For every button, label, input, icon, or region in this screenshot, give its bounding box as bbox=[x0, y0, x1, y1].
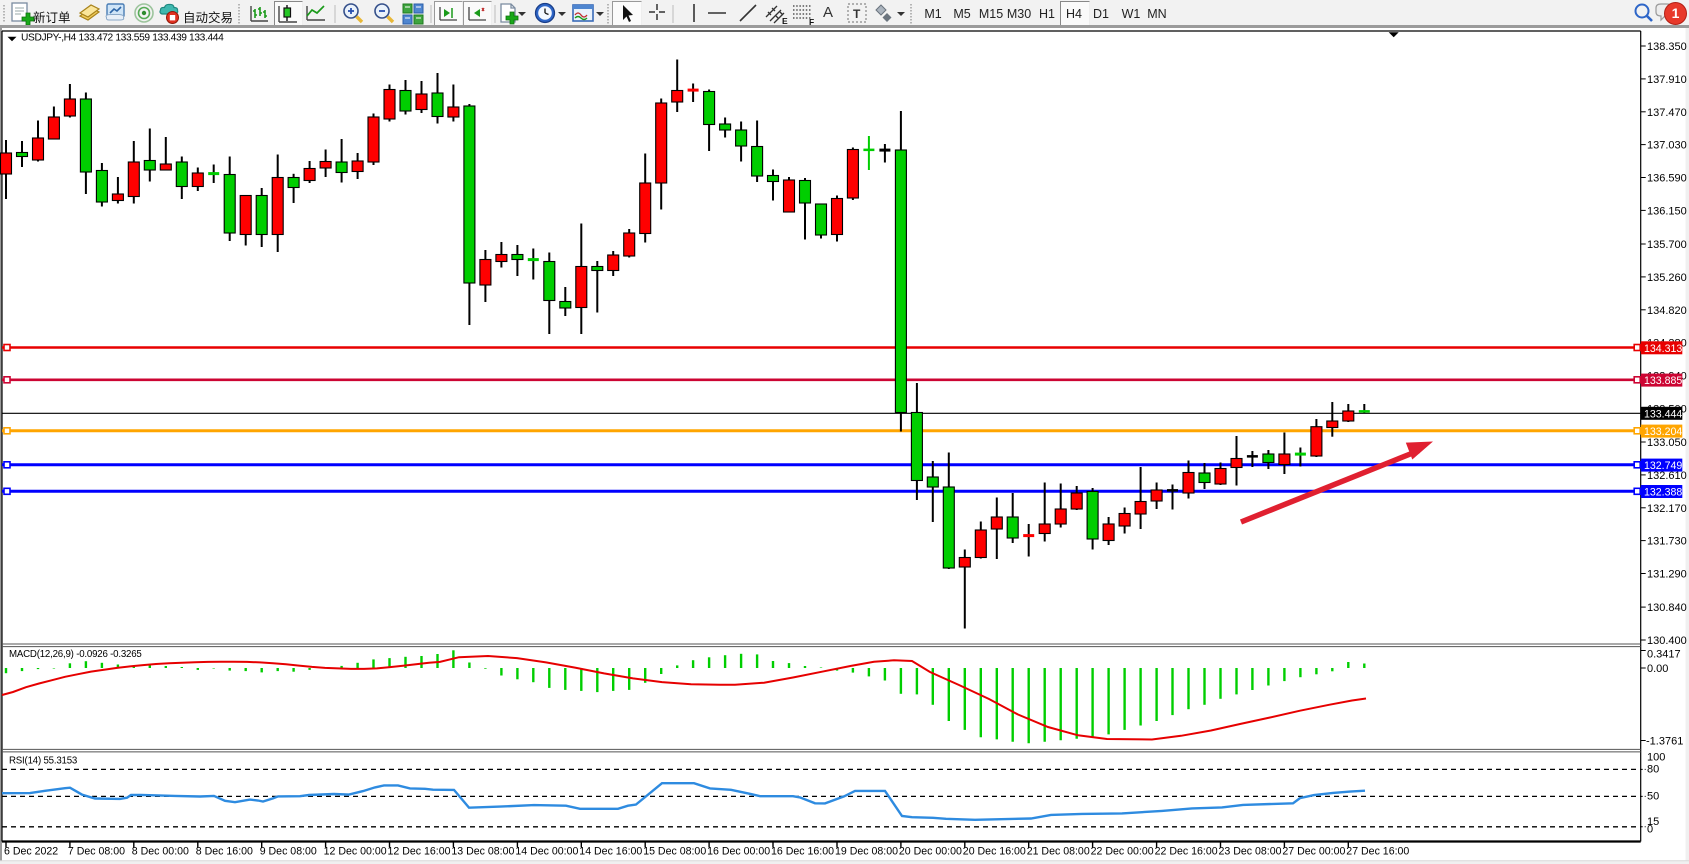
svg-text:131.730: 131.730 bbox=[1647, 536, 1687, 548]
svg-text:13 Dec 08:00: 13 Dec 08:00 bbox=[451, 846, 514, 858]
svg-text:F: F bbox=[809, 17, 814, 27]
svg-text:14 Dec 00:00: 14 Dec 00:00 bbox=[515, 846, 578, 858]
svg-text:132.388: 132.388 bbox=[1644, 487, 1682, 499]
svg-text:80: 80 bbox=[1647, 764, 1659, 776]
svg-text:12 Dec 16:00: 12 Dec 16:00 bbox=[388, 846, 451, 858]
svg-text:136.150: 136.150 bbox=[1647, 205, 1687, 217]
svg-text:130.840: 130.840 bbox=[1647, 602, 1687, 614]
svg-text:135.260: 135.260 bbox=[1647, 272, 1687, 284]
svg-text:132.610: 132.610 bbox=[1647, 470, 1687, 482]
svg-text:16 Dec 00:00: 16 Dec 00:00 bbox=[707, 846, 770, 858]
svg-text:6 Dec 2022: 6 Dec 2022 bbox=[4, 846, 58, 858]
svg-text:131.290: 131.290 bbox=[1647, 569, 1687, 581]
svg-text:133.444: 133.444 bbox=[1644, 408, 1682, 420]
svg-text:132.749: 132.749 bbox=[1644, 460, 1682, 472]
svg-text:100: 100 bbox=[1647, 752, 1665, 764]
svg-text:133.204: 133.204 bbox=[1644, 426, 1682, 438]
svg-text:137.910: 137.910 bbox=[1647, 74, 1687, 86]
svg-text:T: T bbox=[853, 7, 861, 21]
svg-text:-1.3761: -1.3761 bbox=[1646, 736, 1683, 748]
svg-text:137.470: 137.470 bbox=[1647, 107, 1687, 119]
svg-text:21 Dec 08:00: 21 Dec 08:00 bbox=[1027, 846, 1090, 858]
svg-text:23 Dec 08:00: 23 Dec 08:00 bbox=[1219, 846, 1282, 858]
svg-text:20 Dec 00:00: 20 Dec 00:00 bbox=[899, 846, 962, 858]
svg-text:MACD(12,26,9) -0.0926 -0.3265: MACD(12,26,9) -0.0926 -0.3265 bbox=[9, 649, 142, 660]
svg-text:22 Dec 16:00: 22 Dec 16:00 bbox=[1155, 846, 1218, 858]
svg-text:50: 50 bbox=[1647, 791, 1659, 803]
svg-text:27 Dec 00:00: 27 Dec 00:00 bbox=[1282, 846, 1345, 858]
svg-text:15 Dec 08:00: 15 Dec 08:00 bbox=[643, 846, 706, 858]
svg-text:0.00: 0.00 bbox=[1647, 663, 1668, 675]
svg-text:16 Dec 16:00: 16 Dec 16:00 bbox=[771, 846, 834, 858]
svg-text:130.400: 130.400 bbox=[1647, 635, 1687, 647]
svg-text:7 Dec 08:00: 7 Dec 08:00 bbox=[68, 846, 125, 858]
svg-text:8 Dec 16:00: 8 Dec 16:00 bbox=[196, 846, 253, 858]
svg-text:27 Dec 16:00: 27 Dec 16:00 bbox=[1346, 846, 1409, 858]
svg-text:14 Dec 16:00: 14 Dec 16:00 bbox=[579, 846, 642, 858]
svg-text:0: 0 bbox=[1647, 824, 1653, 836]
svg-text:134.820: 134.820 bbox=[1647, 305, 1687, 317]
svg-text:133.885: 133.885 bbox=[1644, 375, 1682, 387]
svg-text:135.700: 135.700 bbox=[1647, 239, 1687, 251]
svg-text:8 Dec 00:00: 8 Dec 00:00 bbox=[132, 846, 189, 858]
svg-text:RSI(14) 55.3153: RSI(14) 55.3153 bbox=[9, 755, 77, 766]
svg-text:19 Dec 08:00: 19 Dec 08:00 bbox=[835, 846, 898, 858]
svg-text:20 Dec 16:00: 20 Dec 16:00 bbox=[963, 846, 1026, 858]
svg-text:136.590: 136.590 bbox=[1647, 173, 1687, 185]
svg-text:138.350: 138.350 bbox=[1647, 41, 1687, 53]
svg-text:132.170: 132.170 bbox=[1647, 503, 1687, 515]
svg-text:22 Dec 00:00: 22 Dec 00:00 bbox=[1091, 846, 1154, 858]
svg-text:134.313: 134.313 bbox=[1644, 343, 1682, 355]
svg-text:12 Dec 00:00: 12 Dec 00:00 bbox=[324, 846, 387, 858]
svg-text:133.050: 133.050 bbox=[1647, 437, 1687, 449]
svg-text:137.030: 137.030 bbox=[1647, 140, 1687, 152]
svg-text:0.3417: 0.3417 bbox=[1647, 649, 1681, 661]
svg-text:9 Dec 08:00: 9 Dec 08:00 bbox=[260, 846, 317, 858]
svg-text:E: E bbox=[782, 16, 788, 26]
svg-text:USDJPY-,H4 133.472 133.559 13: USDJPY-,H4 133.472 133.559 133.439 133.4… bbox=[21, 33, 224, 44]
svg-text:15: 15 bbox=[1647, 816, 1659, 828]
